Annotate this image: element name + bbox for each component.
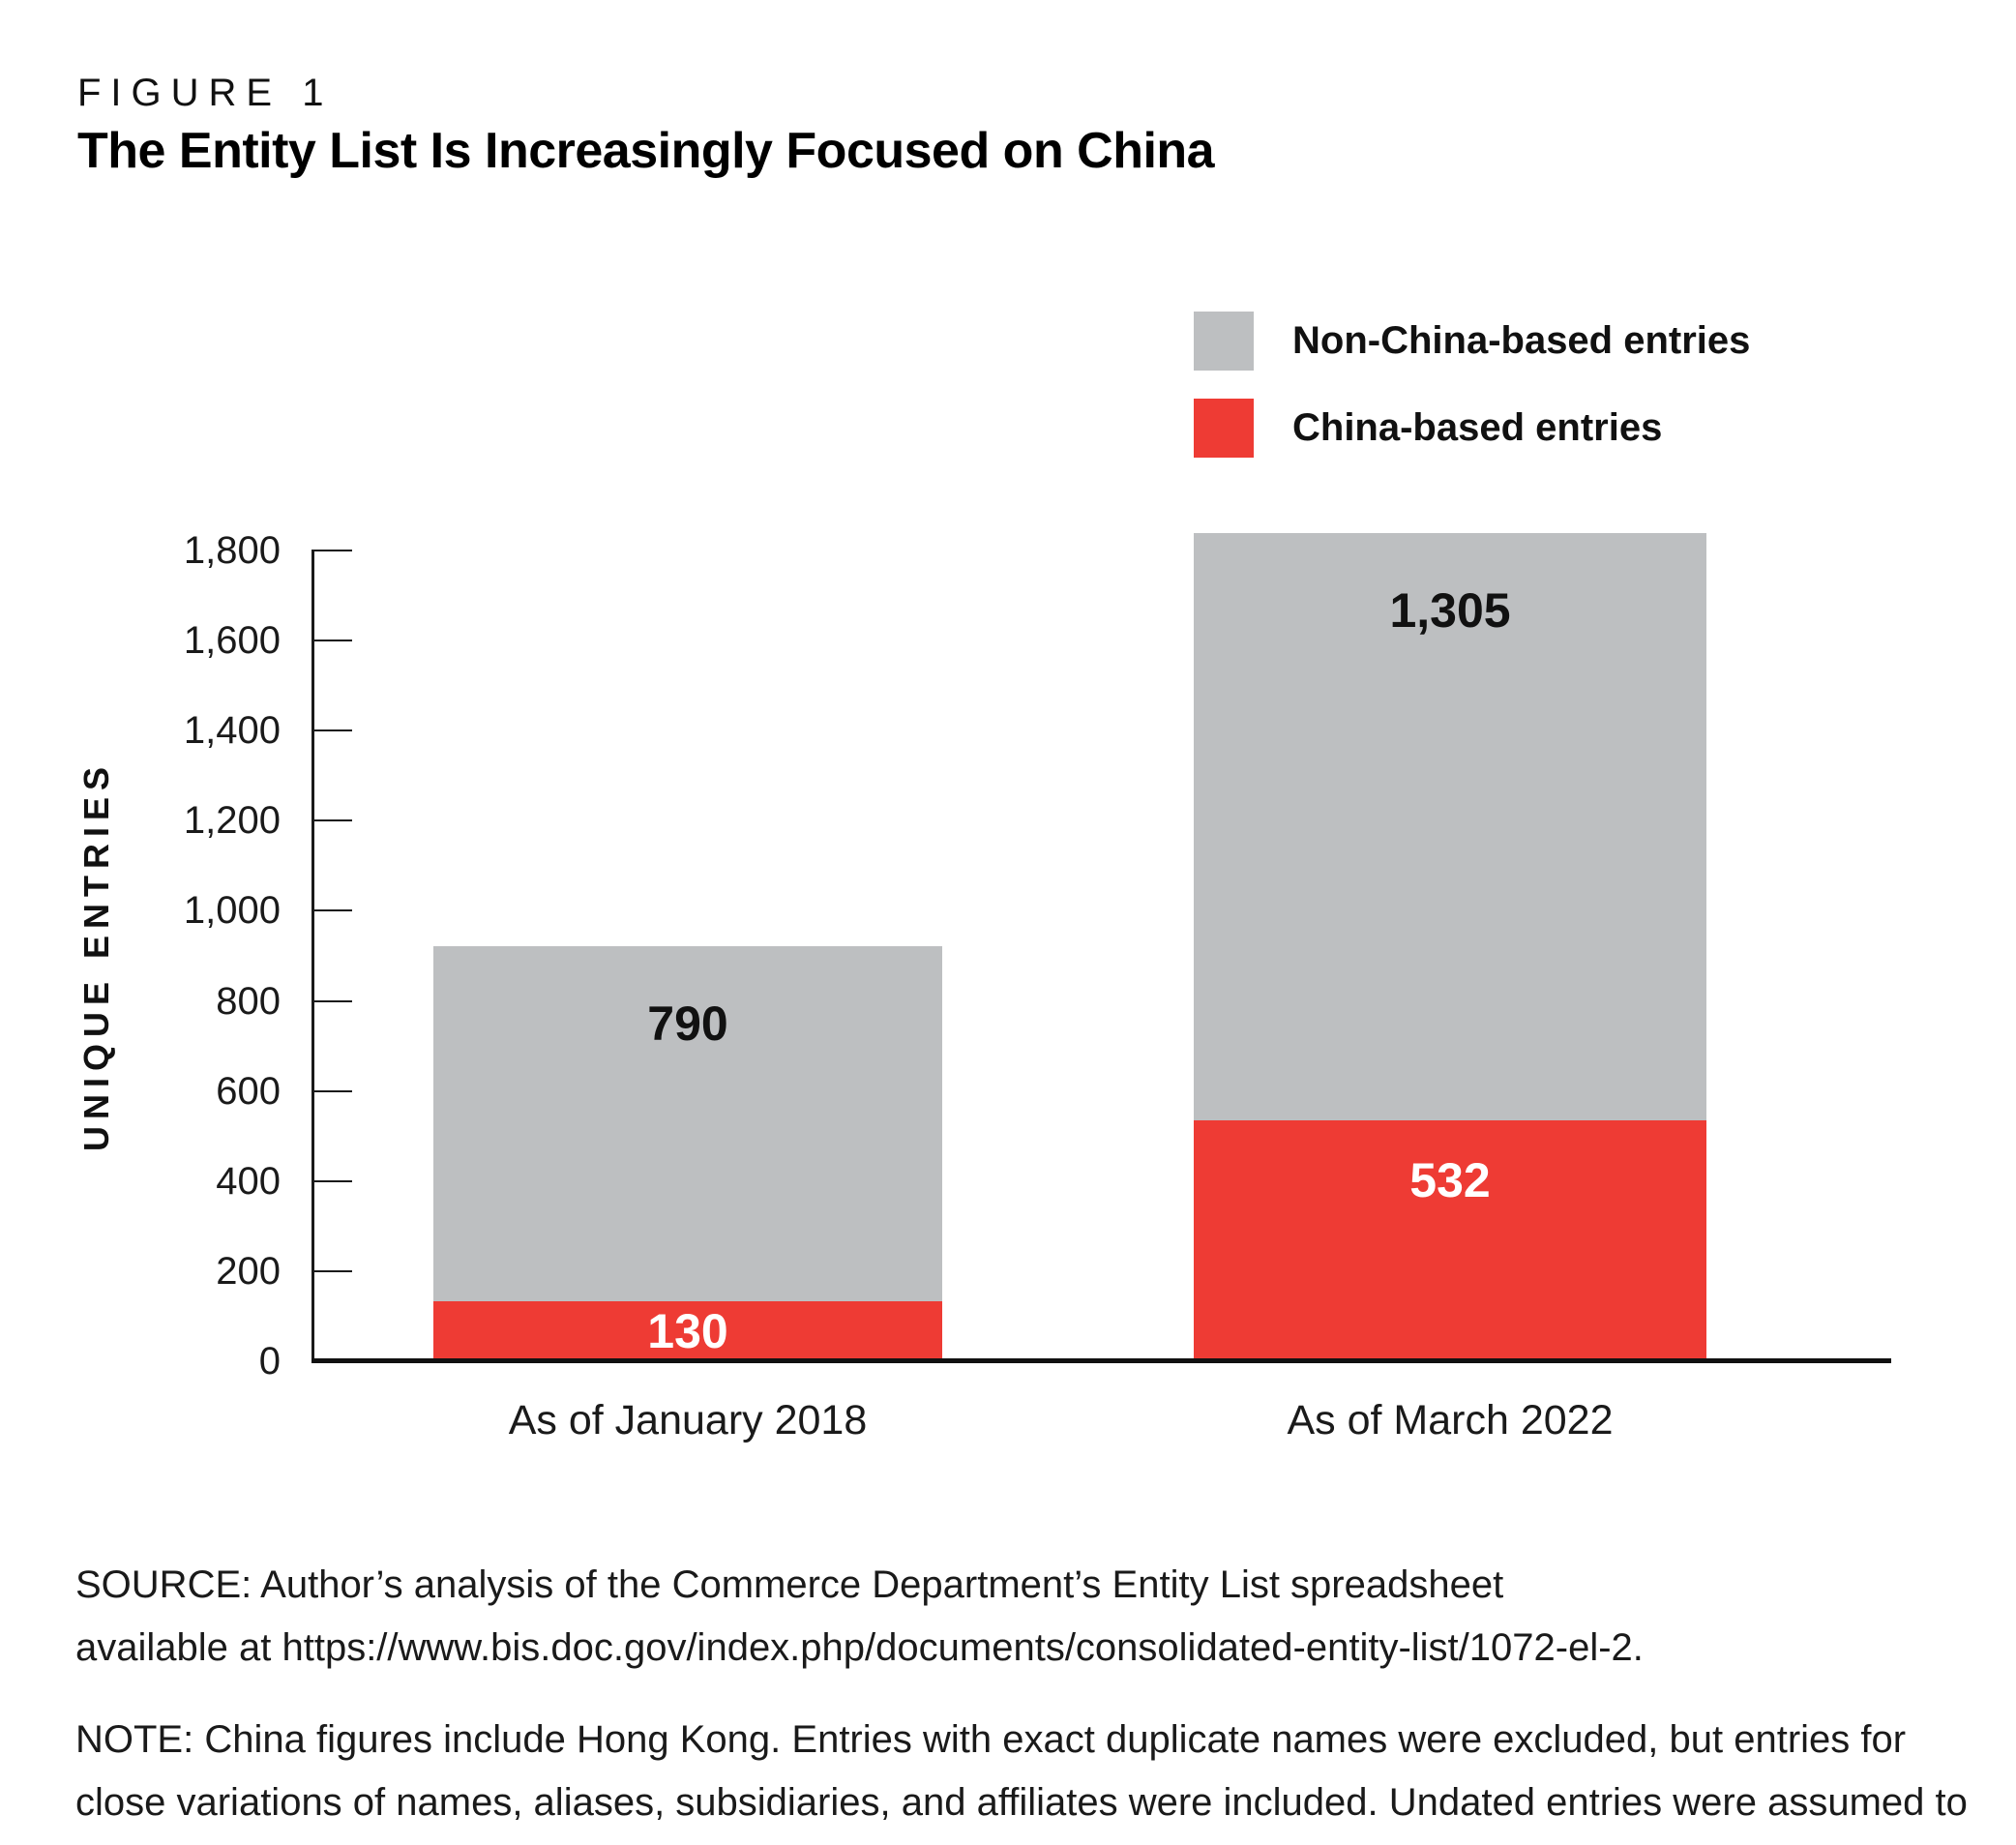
y-axis-tick-label: 1,600	[183, 619, 281, 663]
x-axis-category-label: As of March 2022	[1287, 1397, 1614, 1443]
y-axis-line	[311, 551, 314, 1362]
y-axis-tick	[311, 909, 352, 912]
legend-item-label: China-based entries	[1292, 405, 1663, 449]
y-axis-tick	[311, 1179, 352, 1182]
x-axis-category-label: As of January 2018	[508, 1397, 868, 1443]
bar-segment-china	[433, 1301, 942, 1360]
note-text: NOTE: China figures include Hong Kong. E…	[75, 1718, 1968, 1845]
y-axis-tick	[311, 550, 352, 551]
bar-segment-non-china	[1194, 532, 1706, 1121]
bar-segment-china	[1194, 1120, 1706, 1360]
y-axis-tick	[311, 729, 352, 732]
y-axis-tick	[311, 999, 352, 1002]
legend-item-label: Non-China-based entries	[1292, 318, 1751, 362]
legend-swatch-china	[1194, 398, 1254, 458]
legend-swatch-non-china	[1194, 311, 1254, 371]
y-axis-tick	[311, 640, 352, 642]
y-axis-tick	[311, 1269, 352, 1272]
y-axis-tick-label: 800	[216, 979, 281, 1023]
figure-kicker: FIGURE 1	[77, 72, 334, 114]
y-axis-tick-label: 400	[216, 1159, 281, 1203]
x-axis-baseline	[311, 1358, 1891, 1363]
y-axis-tick	[311, 1089, 352, 1092]
y-axis-tick-label: 200	[216, 1249, 281, 1293]
y-axis-tick-label: 600	[216, 1069, 281, 1113]
bar-value-label: 790	[647, 996, 728, 1051]
y-axis-tick	[311, 819, 352, 822]
source-text: SOURCE: Author’s analysis of the Commerc…	[75, 1563, 1644, 1669]
y-axis-tick-label: 1,400	[183, 709, 281, 753]
y-axis-tick-label: 1,000	[183, 889, 281, 933]
y-axis-tick-label: 0	[258, 1340, 281, 1383]
y-axis-tick-label: 1,800	[183, 529, 281, 572]
bar-value-label: 1,305	[1389, 582, 1511, 638]
legend-item: Non-China-based entries	[1194, 311, 1750, 371]
y-axis-tick-label: 1,200	[183, 799, 281, 843]
figure-title: The Entity List Is Increasingly Focused …	[77, 123, 1215, 179]
bar-value-label: 532	[1409, 1153, 1491, 1208]
bar-segment-non-china	[433, 945, 942, 1302]
legend-item: China-based entries	[1194, 398, 1662, 458]
bar-value-label: 130	[647, 1303, 728, 1358]
